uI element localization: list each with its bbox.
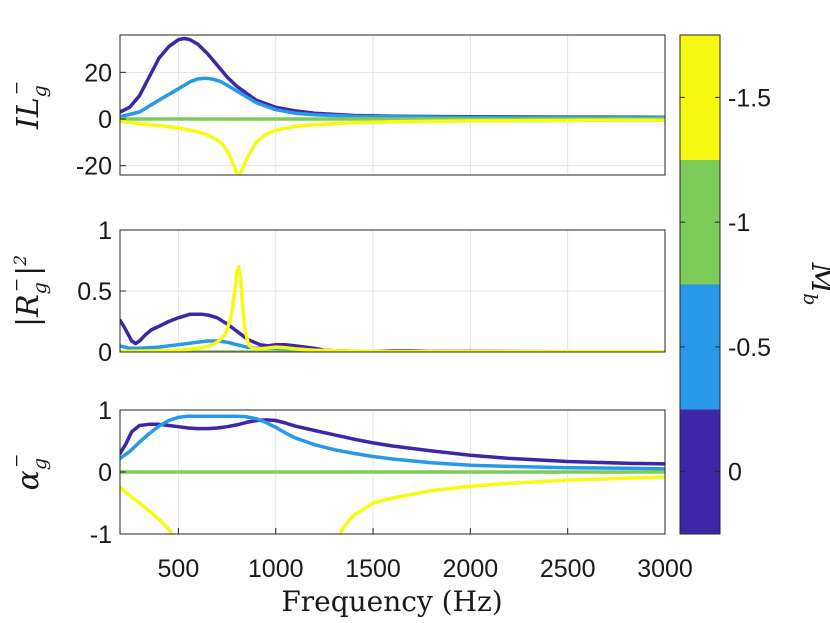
x-tick-label: 500: [158, 555, 200, 583]
absorption-series-line-1: [120, 414, 665, 471]
reflection-axis-label: |Rg−|2: [7, 255, 51, 327]
frequency-axis-label: Frequency (Hz): [281, 585, 502, 618]
y-tick-label: -20: [76, 153, 112, 181]
colorbar-tick-label: -1.5: [728, 84, 771, 112]
colorbar-label: Mb: [799, 262, 830, 306]
x-tick-label: 3000: [637, 555, 693, 583]
y-tick-label: 0: [98, 459, 112, 487]
y-tick-label: 1: [98, 217, 112, 245]
colorbar: 0 -0.5 -1 -1.5 Mb: [679, 34, 830, 535]
insertion-loss-series-line-1: [120, 76, 665, 120]
y-tick-label: 20: [84, 59, 112, 87]
y-tick-label: 0: [98, 339, 112, 367]
absorption-axis-label: αg−: [7, 454, 51, 491]
y-tick-label: 0.5: [77, 278, 112, 306]
colorbar-band: [680, 159, 720, 285]
colorbar-band: [680, 409, 720, 534]
insertion-loss-panel: -20 0 20 ILg−: [7, 34, 666, 181]
insertion-loss-axis-label: ILg−: [7, 81, 51, 130]
absorption-series-line-3: [120, 485, 175, 534]
absorption-panel: -1 0 1 500 1000 1500 2000 2500 3000 αg− Frequen…: [7, 397, 693, 618]
absorption-series-line-4: [337, 475, 665, 534]
y-tick-label: -1: [90, 521, 112, 549]
insertion-loss-series-line-3: [120, 118, 665, 175]
colorbar-band: [680, 284, 720, 410]
x-tick-label: 2000: [443, 555, 499, 583]
colorbar-band: [680, 35, 720, 160]
insertion-loss-axes-frame: [119, 34, 666, 176]
colorbar-tick-label: -1: [728, 209, 750, 237]
reflection-series-line-3: [120, 264, 665, 352]
colorbar-tick-label: 0: [728, 459, 742, 487]
y-tick-label: 0: [98, 106, 112, 134]
y-tick-label: 1: [98, 397, 112, 425]
x-tick-label: 1500: [345, 555, 401, 583]
colorbar-frame: [679, 34, 721, 535]
reflection-panel: 0 0.5 1 |Rg−|2: [7, 217, 666, 367]
x-tick-label: 1000: [248, 555, 304, 583]
colorbar-tick-label: -0.5: [728, 334, 771, 362]
x-tick-label: 2500: [540, 555, 596, 583]
